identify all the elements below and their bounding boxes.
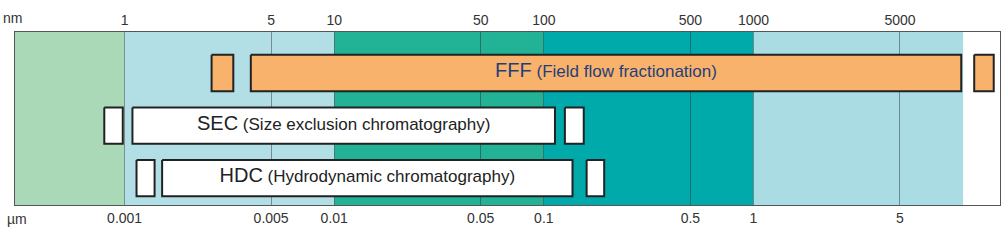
svg-text:FFF (Field flow fractionation): FFF (Field flow fractionation)	[495, 59, 717, 81]
svg-text:1: 1	[750, 210, 758, 226]
svg-text:0.05: 0.05	[467, 210, 494, 226]
svg-text:5: 5	[896, 210, 904, 226]
svg-text:1: 1	[121, 12, 129, 28]
svg-text:100: 100	[532, 12, 556, 28]
svg-text:0.5: 0.5	[681, 210, 701, 226]
svg-text:SEC (Size exclusion chromatogr: SEC (Size exclusion chromatography)	[197, 112, 490, 134]
svg-text:5000: 5000	[884, 12, 915, 28]
svg-text:HDC (Hydrodynamic chromatograp: HDC (Hydrodynamic chromatography)	[220, 164, 516, 186]
svg-text:0.1: 0.1	[534, 210, 554, 226]
svg-text:500: 500	[679, 12, 703, 28]
svg-text:5: 5	[267, 12, 275, 28]
svg-text:nm: nm	[3, 10, 22, 26]
svg-text:0.001: 0.001	[107, 210, 142, 226]
svg-text:1000: 1000	[738, 12, 769, 28]
svg-text:µm: µm	[7, 211, 27, 227]
svg-text:0.01: 0.01	[321, 210, 348, 226]
svg-text:50: 50	[473, 12, 489, 28]
svg-text:0.005: 0.005	[254, 210, 289, 226]
svg-text:10: 10	[326, 12, 342, 28]
